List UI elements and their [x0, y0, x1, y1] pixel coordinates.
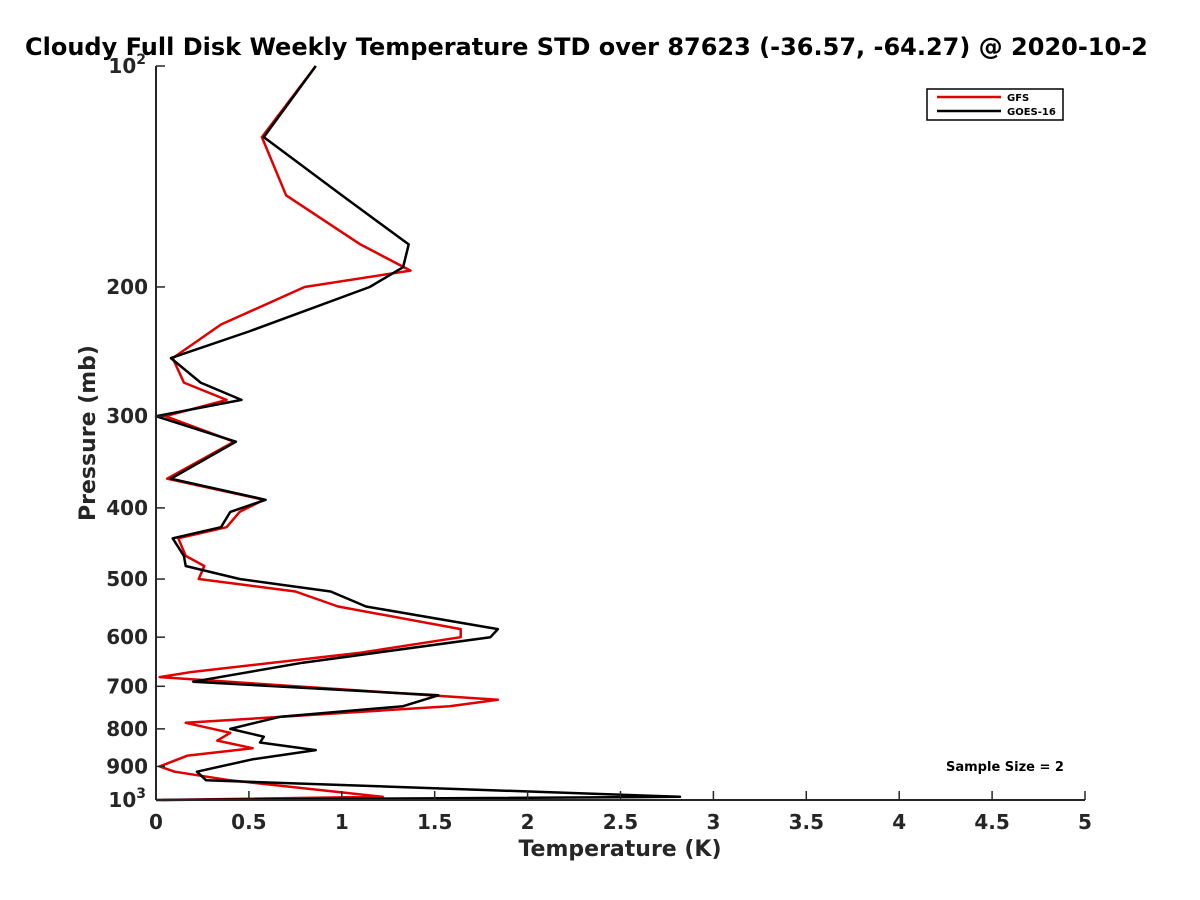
- x-axis-label: Temperature (K): [518, 837, 721, 862]
- x-tick-label: 1: [335, 810, 349, 834]
- sample-size-annotation: Sample Size = 2: [946, 760, 1064, 775]
- y-tick-label: 700: [106, 674, 148, 698]
- x-tick-label: 3: [706, 810, 720, 834]
- y-tick-label: 300: [106, 404, 148, 428]
- legend: GFS GOES-16: [926, 88, 1064, 121]
- y-axis-label: Pressure (mb): [76, 345, 101, 521]
- legend-label-goes16: GOES-16: [1007, 107, 1056, 118]
- series-layer: [154, 65, 682, 802]
- x-tick-label: 0: [149, 810, 163, 834]
- x-tick-label: 3.5: [789, 810, 824, 834]
- x-tick-label: 2.5: [603, 810, 638, 834]
- series-line-goes16: [154, 65, 682, 802]
- axes-layer: [155, 66, 1085, 801]
- y-tick-label: 400: [106, 496, 148, 520]
- y-tick-label: 800: [106, 717, 148, 741]
- x-tick-label: 0.5: [231, 810, 266, 834]
- x-tick-label: 4.5: [974, 810, 1009, 834]
- y-tick-label: 600: [106, 625, 148, 649]
- ticks-layer: 0 0.5 1 1.5 2 2.5 3 3.5 4 4.5 51022003004005006007…: [106, 52, 1092, 834]
- y-tick-label: 500: [106, 567, 148, 591]
- x-tick-label: 2: [521, 810, 535, 834]
- y-tick-label: 103: [108, 786, 146, 812]
- series-line-gfs: [158, 65, 500, 802]
- y-tick-label: 200: [106, 275, 148, 299]
- legend-box: [926, 88, 1064, 121]
- x-tick-label: 5: [1078, 810, 1092, 834]
- x-tick-label: 1.5: [417, 810, 452, 834]
- x-tick-label: 4: [892, 810, 906, 834]
- y-tick-label: 900: [106, 754, 148, 778]
- chart-title: Cloudy Full Disk Weekly Temperature STD …: [25, 33, 1148, 61]
- legend-label-gfs: GFS: [1007, 93, 1029, 104]
